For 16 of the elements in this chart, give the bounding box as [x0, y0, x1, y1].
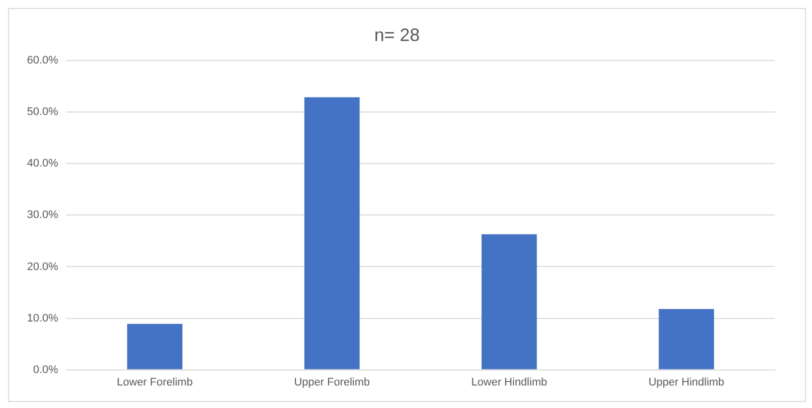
- y-tick-label: 0.0%: [33, 364, 58, 376]
- x-tick-label: Upper Forelimb: [294, 376, 370, 388]
- bar: [658, 308, 714, 370]
- y-tick-label: 40.0%: [26, 158, 58, 170]
- bar: [127, 324, 182, 370]
- y-tick-label: 60.0%: [26, 54, 58, 67]
- y-tick-label: 50.0%: [26, 106, 58, 118]
- x-tick-label: Upper Hindlimb: [648, 376, 724, 388]
- bar: [304, 97, 360, 370]
- y-tick-label: 10.0%: [26, 312, 58, 324]
- y-tick-label: 20.0%: [26, 260, 58, 273]
- bar: [482, 234, 537, 370]
- x-tick-label: Lower Hindlimb: [471, 376, 548, 388]
- y-tick-label: 30.0%: [26, 209, 58, 222]
- chart-title: n= 28: [374, 24, 420, 45]
- x-tick-label: Lower Forelimb: [116, 376, 193, 388]
